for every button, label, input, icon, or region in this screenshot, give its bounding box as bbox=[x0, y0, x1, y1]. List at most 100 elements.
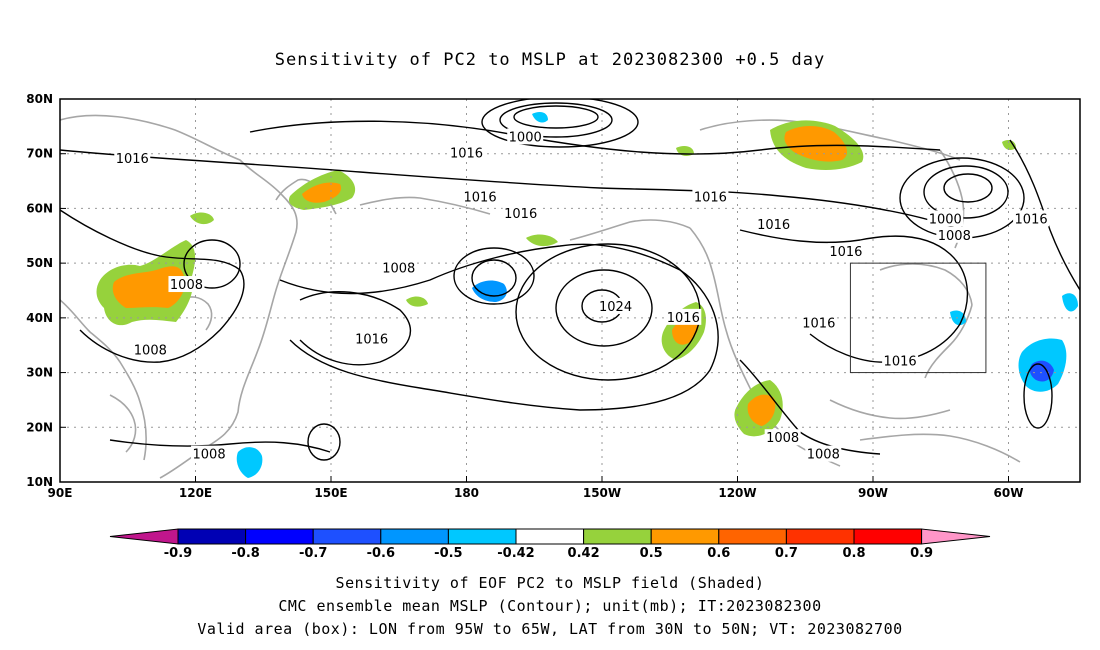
contour-label: 1016 bbox=[829, 245, 862, 260]
colorbar-segment bbox=[853, 528, 923, 545]
latitude-label: 60N bbox=[26, 201, 53, 215]
mslp-contours bbox=[60, 99, 1080, 461]
contour-label: 1008 bbox=[766, 431, 799, 446]
shade-positive-asia-core bbox=[112, 266, 185, 308]
contour-label-bg bbox=[191, 445, 228, 462]
contour-label-bg bbox=[462, 188, 499, 205]
contour-1016-eastern bbox=[1009, 139, 1080, 291]
contour-low-asia bbox=[183, 239, 241, 289]
contour-label: 1008 bbox=[193, 448, 226, 463]
contour-low-canada-1 bbox=[943, 173, 993, 203]
contour-label-bg bbox=[132, 341, 169, 358]
contour-label-bg bbox=[353, 330, 390, 347]
shade-positive-arctic-core bbox=[784, 126, 848, 162]
shade-positive-small-3 bbox=[526, 234, 558, 247]
contour-low-arctic-1 bbox=[513, 105, 599, 129]
shade-positive-small-1 bbox=[190, 212, 214, 225]
colorbar-segment bbox=[177, 528, 247, 545]
colorbar-segment bbox=[312, 528, 382, 545]
shade-negative-atlantic-core bbox=[1029, 360, 1054, 382]
contour-label: 1008 bbox=[807, 448, 840, 463]
contour-label: 1016 bbox=[1015, 212, 1048, 227]
contour-low-canada-2 bbox=[923, 165, 1009, 219]
contour-1016-mid bbox=[60, 149, 961, 231]
contour-label: 1016 bbox=[694, 190, 727, 205]
contour-1008-asia bbox=[60, 209, 245, 363]
contour-label-bg bbox=[1013, 210, 1050, 227]
contour-label-bg bbox=[755, 215, 792, 232]
latitude-label: 10N bbox=[26, 475, 53, 489]
longitude-label: 180 bbox=[454, 486, 479, 500]
contour-label-bg bbox=[114, 150, 151, 167]
shade-negative-pacific bbox=[472, 280, 507, 302]
map-frame bbox=[59, 98, 1081, 483]
contour-label: 1016 bbox=[757, 218, 790, 233]
colorbar-label: 0.5 bbox=[640, 546, 663, 561]
contour-label: 1016 bbox=[667, 311, 700, 326]
longitude-labels: 90E 120E 150E 180 150W 120W 90W 60W bbox=[48, 476, 1024, 500]
contour-1016-north bbox=[249, 120, 941, 155]
map-background bbox=[60, 99, 1080, 482]
latitude-label: 50N bbox=[26, 256, 53, 270]
colorbar-label: 0.42 bbox=[568, 546, 600, 561]
contour-label-bg bbox=[380, 259, 417, 276]
contour-1016-pacific bbox=[279, 243, 719, 411]
colorbar-label: -0.7 bbox=[299, 546, 327, 561]
contour-label: 1008 bbox=[382, 262, 415, 277]
shade-positive-small-5 bbox=[1002, 140, 1016, 150]
longitude-label: 90W bbox=[858, 486, 888, 500]
contour-label: 1000 bbox=[509, 130, 542, 145]
contour-low-arctic-2 bbox=[499, 102, 613, 138]
contour-label: 1000 bbox=[929, 212, 962, 227]
latitude-label: 20N bbox=[26, 420, 53, 434]
latitude-label: 30N bbox=[26, 366, 53, 380]
contour-label: 1016 bbox=[464, 190, 497, 205]
contour-label: 1008 bbox=[938, 229, 971, 244]
colorbar-label: -0.8 bbox=[231, 546, 259, 561]
longitude-label: 60W bbox=[994, 486, 1024, 500]
contour-label-bg bbox=[764, 429, 801, 446]
colorbar-segment bbox=[447, 528, 517, 545]
caption-line-2: CMC ensemble mean MSLP (Contour); unit(m… bbox=[278, 597, 822, 615]
contour-label: 1016 bbox=[884, 355, 917, 370]
colorbar-label: -0.42 bbox=[497, 546, 534, 561]
colorbar-segment bbox=[718, 528, 787, 545]
contour-atlantic-high bbox=[1023, 363, 1053, 429]
caption-line-3: Valid area (box): LON from 95W to 65W, L… bbox=[197, 620, 903, 638]
colorbar-label: -0.9 bbox=[164, 546, 192, 561]
contour-label-bg bbox=[827, 243, 864, 260]
longitude-label: 150E bbox=[314, 486, 347, 500]
colorbar-label: -0.5 bbox=[434, 546, 462, 561]
contour-label-bg bbox=[448, 144, 485, 161]
contour-1016-west-pacific bbox=[299, 291, 411, 366]
colorbar-segment bbox=[515, 528, 585, 545]
contour-label: 1016 bbox=[116, 152, 149, 167]
colorbar-segment bbox=[785, 528, 855, 545]
contour-label: 1016 bbox=[504, 207, 537, 222]
colorbar-label: 0.9 bbox=[910, 546, 933, 561]
colorbar-label: 0.7 bbox=[775, 546, 798, 561]
valid-area-box bbox=[849, 262, 987, 374]
longitude-label: 150W bbox=[583, 486, 621, 500]
contour-low-nw-pacific bbox=[307, 423, 341, 461]
longitude-label: 120E bbox=[179, 486, 212, 500]
caption-line-1: Sensitivity of EOF PC2 to MSLP field (Sh… bbox=[335, 574, 765, 592]
latitude-label: 40N bbox=[26, 311, 53, 325]
coastlines bbox=[60, 114, 1021, 479]
contour-label-bg bbox=[597, 297, 634, 314]
contour-low-arctic-3 bbox=[481, 99, 639, 148]
colorbar-label: 0.6 bbox=[707, 546, 730, 561]
contour-low-aleutian-2 bbox=[453, 247, 535, 305]
contour-label: 1024 bbox=[599, 300, 632, 315]
contour-label-bg bbox=[800, 314, 837, 331]
longitude-label: 120W bbox=[718, 486, 756, 500]
contour-label-bg bbox=[936, 226, 973, 243]
contour-1008-south bbox=[109, 439, 331, 453]
latitude-label: 80N bbox=[26, 92, 53, 106]
contour-low-aleutian bbox=[471, 259, 517, 297]
colorbar-segment bbox=[245, 528, 314, 545]
shade-negative-tropics bbox=[236, 447, 263, 478]
contour-label-bg bbox=[805, 445, 842, 462]
colorbar-tip-right bbox=[921, 528, 991, 545]
contour-high-pacific-2 bbox=[555, 269, 653, 347]
